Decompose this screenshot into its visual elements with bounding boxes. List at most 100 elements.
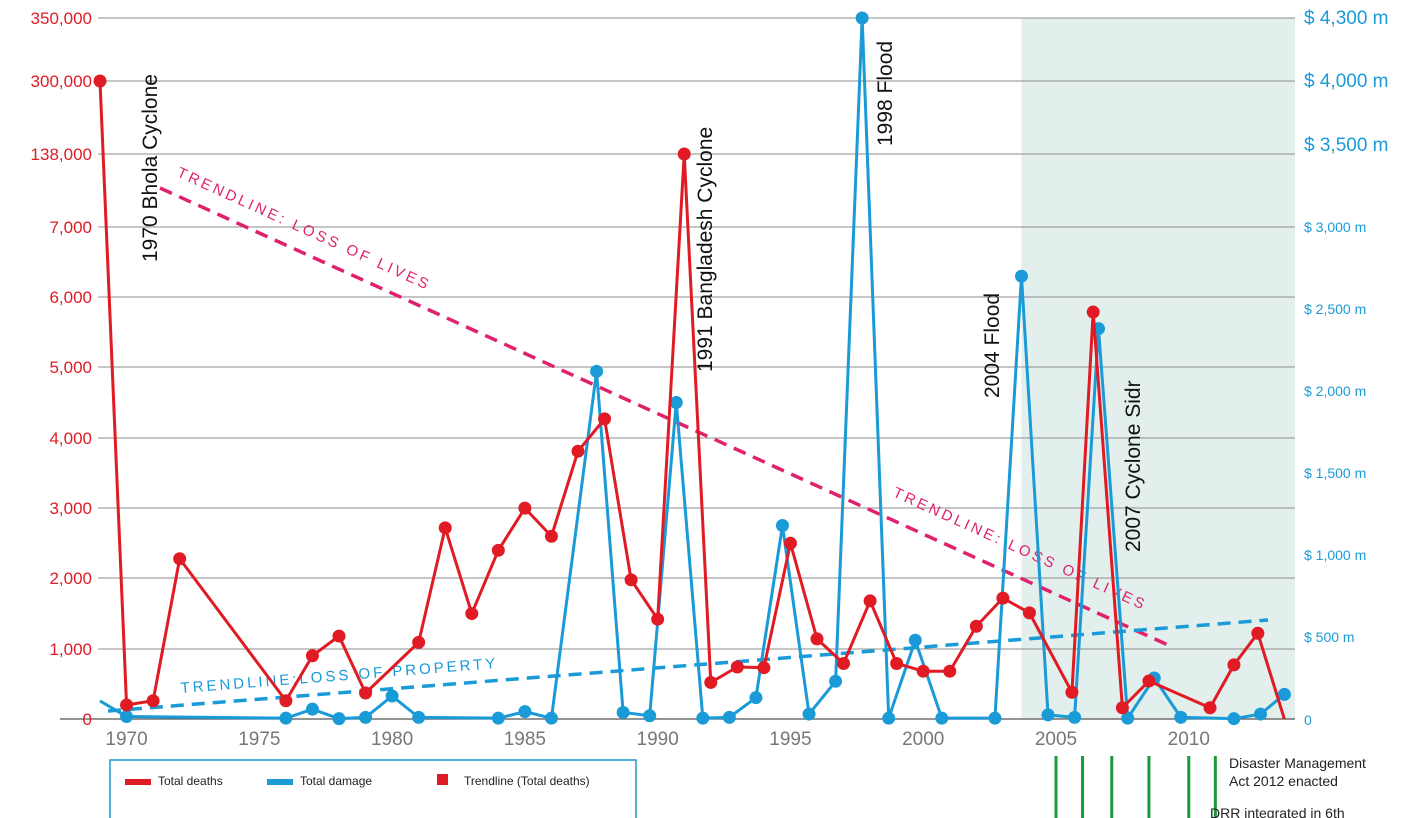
damage-point bbox=[279, 711, 293, 725]
trendline-property-label: TRENDLINE:LOSS OF PROPERTY bbox=[180, 655, 499, 697]
event-annotation: 2007 Cyclone Sidr bbox=[1122, 380, 1145, 552]
left-axis-tick: 138,000 bbox=[31, 145, 92, 164]
left-axis-tick: 350,000 bbox=[31, 9, 92, 28]
right-axis-tick: $ 1,500 m bbox=[1304, 465, 1366, 481]
right-axis-tick: $ 4,000 m bbox=[1304, 71, 1389, 92]
total-deaths-series bbox=[93, 74, 1286, 720]
legend-box bbox=[109, 759, 637, 818]
damage-point bbox=[412, 710, 426, 724]
shaded-period bbox=[1021, 18, 1295, 719]
deaths-point bbox=[651, 612, 665, 626]
damage-point bbox=[518, 705, 532, 719]
deaths-point bbox=[783, 536, 797, 550]
deaths-point bbox=[863, 594, 877, 608]
right-axis-tick: $ 500 m bbox=[1304, 629, 1355, 645]
right-axis-tick: $ 2,500 m bbox=[1304, 301, 1366, 317]
event-annotation: 1970 Bhola Cyclone bbox=[139, 74, 162, 262]
x-axis-tick: 1970 bbox=[105, 729, 147, 750]
deaths-point bbox=[677, 147, 691, 161]
damage-point bbox=[385, 689, 399, 703]
right-axis-tick: $ 2,000 m bbox=[1304, 383, 1366, 399]
deaths-point bbox=[996, 591, 1010, 605]
damage-point bbox=[1277, 687, 1291, 701]
left-axis-tick: 6,000 bbox=[49, 288, 92, 307]
deaths-point bbox=[279, 694, 293, 708]
deaths-point bbox=[544, 529, 558, 543]
policy-note: Disaster Management bbox=[1229, 755, 1366, 771]
legend-swatch bbox=[125, 779, 151, 785]
damage-point bbox=[988, 711, 1002, 725]
left-axis-tick: 4,000 bbox=[49, 429, 92, 448]
deaths-point bbox=[810, 632, 824, 646]
x-axis-tick: 1985 bbox=[504, 729, 546, 750]
deaths-point bbox=[890, 656, 904, 670]
deaths-point bbox=[1065, 685, 1079, 699]
damage-point bbox=[491, 711, 505, 725]
deaths-point bbox=[93, 74, 107, 88]
x-axis-tick: 2010 bbox=[1168, 729, 1210, 750]
legend-label: Trendline (Total deaths) bbox=[464, 774, 590, 788]
deaths-point bbox=[1142, 674, 1156, 688]
right-axis-tick: $ 1,000 m bbox=[1304, 547, 1366, 563]
deaths-point bbox=[1022, 606, 1036, 620]
deaths-point bbox=[332, 629, 346, 643]
deaths-point bbox=[916, 664, 930, 678]
left-axis-tick: 0 bbox=[83, 710, 92, 729]
deaths-point bbox=[491, 543, 505, 557]
damage-point bbox=[908, 633, 922, 647]
x-axis-tick: 1980 bbox=[371, 729, 413, 750]
legend-label: Total deaths bbox=[158, 774, 223, 788]
deaths-point bbox=[598, 412, 612, 426]
damage-point bbox=[802, 707, 816, 721]
deaths-point bbox=[837, 656, 851, 670]
x-axis-tick: 1990 bbox=[637, 729, 679, 750]
right-axis-tick: $ 3,000 m bbox=[1304, 219, 1366, 235]
left-axis-tick: 3,000 bbox=[49, 499, 92, 518]
policy-note: DRR integrated in 6th bbox=[1210, 805, 1345, 818]
deaths-point bbox=[120, 698, 134, 712]
deaths-point bbox=[465, 607, 479, 621]
right-axis-tick: $ 4,300 m bbox=[1304, 8, 1389, 29]
deaths-point bbox=[305, 649, 319, 663]
damage-point bbox=[696, 711, 710, 725]
damage-point bbox=[544, 711, 558, 725]
deaths-point bbox=[969, 619, 983, 633]
damage-point bbox=[1253, 707, 1267, 721]
damage-point bbox=[643, 709, 657, 723]
deaths-point bbox=[412, 635, 426, 649]
legend-label: Total damage bbox=[300, 774, 372, 788]
damage-point bbox=[749, 691, 763, 705]
event-annotation: 2004 Flood bbox=[981, 293, 1004, 398]
damage-point bbox=[359, 710, 373, 724]
damage-point bbox=[1068, 710, 1082, 724]
deaths-point bbox=[704, 675, 718, 689]
damage-point bbox=[1014, 269, 1028, 283]
right-axis-tick: $ 3,500 m bbox=[1304, 135, 1389, 156]
deaths-point bbox=[730, 660, 744, 674]
total-damage-series bbox=[99, 11, 1291, 726]
left-axis-tick: 5,000 bbox=[49, 358, 92, 377]
deaths-point bbox=[146, 694, 160, 708]
event-annotation: 1998 Flood bbox=[874, 41, 897, 146]
left-axis-tick: 2,000 bbox=[49, 569, 92, 588]
damage-point bbox=[1227, 712, 1241, 726]
deaths-point bbox=[1251, 626, 1265, 640]
event-annotation: 1991 Bangladesh Cyclone bbox=[694, 127, 717, 372]
deaths-point bbox=[571, 444, 585, 458]
deaths-point bbox=[1203, 701, 1217, 715]
damage-point bbox=[775, 518, 789, 532]
damage-point bbox=[305, 702, 319, 716]
damage-point bbox=[882, 711, 896, 725]
damage-point bbox=[935, 711, 949, 725]
left-axis-tick: 300,000 bbox=[31, 72, 92, 91]
damage-point bbox=[590, 364, 604, 378]
damage-point bbox=[332, 712, 346, 726]
deaths-point bbox=[1115, 701, 1129, 715]
damage-point bbox=[120, 710, 134, 724]
x-axis-tick: 2005 bbox=[1035, 729, 1077, 750]
policy-note: Act 2012 enacted bbox=[1229, 773, 1338, 789]
deaths-point bbox=[757, 661, 771, 675]
damage-point bbox=[616, 705, 630, 719]
x-axis-tick: 1995 bbox=[769, 729, 811, 750]
deaths-point bbox=[438, 521, 452, 535]
